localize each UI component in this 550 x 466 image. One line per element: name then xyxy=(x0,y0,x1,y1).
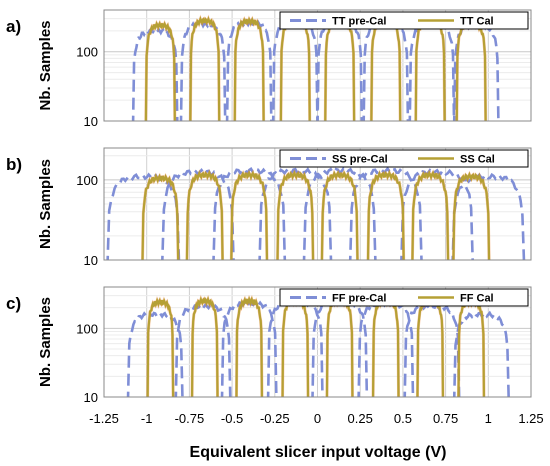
x-axis-label: Equivalent slicer input voltage (V) xyxy=(190,444,447,461)
y-tick-label: 100 xyxy=(76,45,98,60)
series-ss-pre-cal-mode-4 xyxy=(258,166,333,260)
series-ss-cal-mode-7 xyxy=(411,170,450,260)
legend-entry: SS pre-Cal xyxy=(332,154,388,166)
series-ff-cal-mode-4 xyxy=(281,295,310,397)
x-tick-label: -0.5 xyxy=(221,411,243,426)
legend-box xyxy=(279,288,529,307)
legend-entry: FF pre-Cal xyxy=(332,293,386,305)
x-tick-label: 0.75 xyxy=(433,411,458,426)
series-cal-edge xyxy=(371,294,401,397)
legend: SS pre-Cal SS Cal xyxy=(279,149,529,168)
series-tt-cal-mode-1 xyxy=(144,20,176,121)
series-group xyxy=(106,166,526,260)
series-tt-pre-cal-mode-8 xyxy=(452,21,500,121)
series-tt-cal-mode-7 xyxy=(414,15,446,121)
series-cal-edge xyxy=(323,16,356,121)
x-tick-label: -0.75 xyxy=(175,411,205,426)
y-axis-label: Nb. Samples xyxy=(37,20,54,110)
legend-entry: SS Cal xyxy=(460,154,495,166)
x-tick-label: -0.25 xyxy=(260,411,290,426)
legend-box xyxy=(279,11,529,30)
y-axis-label: Nb. Samples xyxy=(37,297,54,387)
x-tick-label: -1 xyxy=(141,411,153,426)
panel-letter: b) xyxy=(6,155,22,174)
series-cal-edge xyxy=(325,294,354,397)
plot-frame xyxy=(103,9,532,122)
series-ff-cal-mode-7 xyxy=(416,295,445,397)
plot-frame xyxy=(103,147,532,261)
series-ff-pre-cal-mode-2 xyxy=(174,302,232,397)
series-group xyxy=(126,294,510,397)
series-cal-edge xyxy=(415,294,445,397)
series-cal-edge xyxy=(455,18,488,121)
chart-panel-2: 10 100 b) Nb. Samples SS pre-Cal SS Cal xyxy=(6,147,532,268)
panel-letter: c) xyxy=(6,294,21,313)
series-cal-edge xyxy=(190,294,220,397)
series-ss-cal-mode-5 xyxy=(320,170,359,260)
panel-letter: a) xyxy=(6,17,21,36)
series-cal-edge xyxy=(144,19,177,121)
series-tt-pre-cal-mode-2 xyxy=(179,19,227,121)
legend: TT pre-Cal TT Cal xyxy=(279,11,529,30)
y-tick-label: 10 xyxy=(84,390,98,405)
series-ff-cal-mode-3 xyxy=(235,295,264,397)
series-group xyxy=(131,14,500,121)
x-tick-label: 0 xyxy=(314,411,321,426)
series-ss-cal-mode-8 xyxy=(452,171,491,260)
series-cal-edge xyxy=(369,15,402,121)
series-tt-cal-mode-8 xyxy=(455,19,487,121)
legend-entry: TT pre-Cal xyxy=(332,16,386,28)
legend-entry: FF Cal xyxy=(460,293,494,305)
series-ff-cal-mode-2 xyxy=(190,295,219,397)
y-tick-label: 100 xyxy=(76,173,98,188)
series-ss-cal-mode-4 xyxy=(276,169,315,260)
series-cal-edge xyxy=(234,294,264,397)
series-ff-cal-mode-1 xyxy=(146,297,175,397)
legend: FF pre-Cal FF Cal xyxy=(279,288,529,307)
series-tt-pre-cal-mode-1 xyxy=(131,26,179,121)
legend-entry: TT Cal xyxy=(460,16,494,28)
series-ff-cal-mode-6 xyxy=(371,295,400,397)
x-tick-label: 1 xyxy=(485,411,492,426)
series-cal-edge xyxy=(188,14,221,121)
chart-panel-1: 10 100 a) Nb. Samples TT pre-Cal TT Cal xyxy=(6,9,532,129)
series-ss-pre-cal-mode-6 xyxy=(348,166,423,260)
series-ss-cal-mode-2 xyxy=(185,170,224,260)
series-tt-cal-mode-4 xyxy=(279,15,311,121)
series-ss-cal-mode-6 xyxy=(366,170,405,260)
series-ss-pre-cal-mode-8 xyxy=(451,172,526,260)
legend-box xyxy=(279,149,529,168)
y-tick-label: 10 xyxy=(84,253,98,268)
y-tick-label: 10 xyxy=(84,114,98,129)
series-cal-edge xyxy=(279,14,312,121)
y-axis-label: Nb. Samples xyxy=(37,159,54,249)
series-ss-cal-mode-1 xyxy=(141,173,180,260)
series-ff-cal-mode-5 xyxy=(325,296,354,397)
series-tt-cal-mode-5 xyxy=(324,17,356,121)
series-tt-cal-mode-3 xyxy=(233,16,265,121)
x-tick-label: 1.25 xyxy=(518,411,543,426)
x-tick-label: 0.5 xyxy=(394,411,412,426)
series-cal-edge xyxy=(414,14,447,121)
series-cal-edge xyxy=(281,294,310,397)
series-ss-cal-mode-3 xyxy=(230,170,269,260)
x-tick-label: 0.25 xyxy=(348,411,373,426)
series-ff-pre-cal-mode-1 xyxy=(126,310,184,397)
series-tt-cal-mode-6 xyxy=(370,16,402,121)
series-ff-pre-cal-mode-3 xyxy=(220,299,278,397)
chart-panel-3: 10 100 -1.25 -1 -0.75 -0.5 -0.25 0 0.25 0.5 0.75 1 1… xyxy=(6,286,544,426)
x-tick-label: -1.25 xyxy=(89,411,119,426)
plot-frame xyxy=(103,286,532,398)
series-tt-cal-mode-2 xyxy=(189,15,221,121)
series-ff-pre-cal-mode-7 xyxy=(403,302,461,397)
y-tick-label: 100 xyxy=(76,321,98,336)
series-cal-edge xyxy=(233,15,266,121)
